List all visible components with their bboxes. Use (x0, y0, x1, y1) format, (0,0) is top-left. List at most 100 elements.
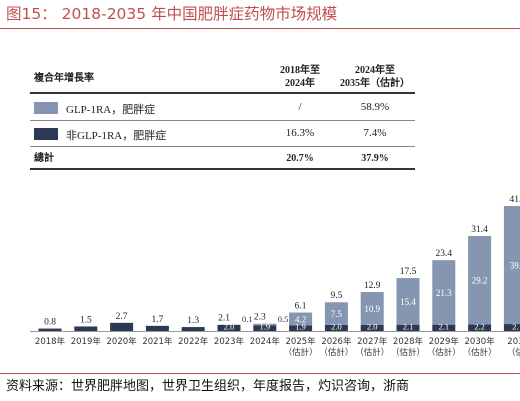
bar-non-glp1 (217, 324, 241, 331)
category-tick-label: 2022年 (178, 336, 209, 347)
category-tick-label: 2019年 (71, 336, 102, 347)
bar-non-glp1 (145, 325, 169, 331)
total-value-label: 0.8 (44, 318, 56, 328)
bar-non-glp1 (110, 322, 134, 331)
row-rule-1 (30, 120, 415, 121)
segment-label-non-glp1: 2.0 (367, 322, 378, 332)
category-tick-label: 2024年 (250, 336, 281, 347)
segment-label-non-glp1: 1.9 (259, 322, 270, 332)
table-row-glp1: GLP-1RA，肥胖症 / 58.9% (30, 95, 415, 121)
category-tick-label: 2029年 (429, 336, 460, 347)
segment-label-glp1: 0.5 (278, 314, 289, 324)
col1-header-line1: 2018年至 (280, 65, 320, 76)
legend-swatch-non-glp1 (34, 128, 58, 140)
total-value-label: 12.9 (364, 281, 381, 291)
total-value-label: 31.4 (471, 225, 488, 235)
figure-title: 图15： 2018-2035 年中国肥胖症药物市场规模 (6, 5, 338, 23)
category-tick-label: 2021年 (142, 336, 173, 347)
total-label: 總計 (34, 153, 54, 164)
segment-label-non-glp1: 1.9 (295, 322, 306, 332)
bar-non-glp1 (324, 324, 348, 331)
total-value-label: 2.1 (218, 314, 230, 324)
bar-glp1 (253, 323, 277, 326)
bar-glp1 (468, 235, 492, 325)
bar-non-glp1 (181, 327, 205, 331)
bar-non-glp1 (432, 324, 456, 331)
category-tick-label: 2023年 (214, 336, 245, 347)
category-tick-label: 2027年 (357, 336, 388, 347)
table-row-non-glp1: 非GLP-1RA，肥胖症 16.3% 7.4% (30, 121, 415, 147)
category-tick-label: （估計） (463, 347, 497, 358)
market-size-bar-chart: 0.8 2018年 1.5 2019年 2.7 2020年 1.7 2021年 1.3 2022年… (30, 195, 520, 358)
segment-label-glp1: 7.5 (331, 309, 343, 319)
segment-label-glp1: 21.3 (436, 288, 452, 298)
category-tick-label: 2030年 (465, 336, 496, 347)
figure-source: 资料来源：世界肥胖地图，世界卫生组织，年度报告，灼识咨询，浙商 (6, 379, 410, 394)
bar-non-glp1 (74, 326, 98, 331)
segment-label-glp1: 4.2 (295, 314, 306, 324)
bar-glp1 (289, 312, 313, 326)
title-rule (0, 28, 520, 29)
segment-label-non-glp1: 2.1 (403, 322, 414, 332)
bar-non-glp1 (503, 324, 520, 331)
total-value-label: 6.1 (295, 302, 307, 312)
segment-label-glp1: 0.1 (242, 314, 253, 324)
bar-non-glp1 (360, 324, 384, 331)
bar-glp1 (324, 302, 348, 325)
col1-header: 2018年至 2024年 (255, 64, 345, 90)
category-tick-label: （估計） (284, 347, 318, 358)
table-header-label: 複合年增長率 (34, 73, 94, 84)
total-value-label: 17.5 (400, 267, 417, 277)
row-non-glp1-col2: 7.4% (363, 127, 387, 139)
segment-label-glp1: 15.4 (400, 297, 416, 307)
col2-header: 2024年至 2035年（估計） (330, 64, 420, 90)
table-header-row: 複合年增長率 2018年至 2024年 2024年至 2035年（估計） (30, 64, 415, 94)
col1-header-line2: 2024年 (285, 78, 315, 89)
total-value-label: 9.5 (330, 291, 342, 301)
row-non-glp1-col1: 16.3% (285, 127, 315, 139)
row-label-non-glp1: 非GLP-1RA，肥胖症 (66, 130, 167, 142)
row-glp1-col1: / (298, 101, 302, 113)
category-tick-label: 2018年 (35, 336, 66, 347)
segment-label-glp1: 29.2 (472, 276, 488, 286)
segment-label-glp1: 39. (510, 261, 520, 271)
category-tick-label: 2020年 (107, 336, 138, 347)
bar-non-glp1 (253, 325, 277, 331)
category-tick-label: （估計） (427, 347, 461, 358)
total-value-label: 23.4 (435, 249, 452, 259)
segment-label-non-glp1: 2.1 (438, 322, 449, 332)
total-value-label: 2.3 (254, 313, 266, 323)
category-tick-label: （估計） (355, 347, 389, 358)
bar-non-glp1 (468, 324, 492, 331)
segment-label-non-glp1: 2. (512, 322, 518, 332)
table-row-total: 總計 20.7% 37.9% (30, 147, 415, 169)
segment-label-non-glp1: 2.0 (224, 322, 235, 332)
bar-non-glp1 (289, 325, 313, 331)
total-value-label: 41. (509, 195, 520, 205)
bar-glp1 (503, 206, 520, 325)
category-tick-label: 2026年 (321, 336, 352, 347)
segment-label-non-glp1: 2.2 (474, 322, 485, 332)
total-value-label: 1.7 (151, 315, 163, 325)
category-tick-label: （估計） (391, 347, 425, 358)
row-rule-2 (30, 146, 415, 147)
row-glp1-col2: 58.9% (360, 101, 390, 113)
bar-glp1 (432, 260, 456, 325)
bar-non-glp1 (396, 324, 420, 331)
category-tick-label: （估計） (319, 347, 353, 358)
total-value-label: 1.5 (80, 315, 92, 325)
category-tick-label: 2025年 (286, 336, 317, 347)
segment-label-glp1: 10.9 (364, 304, 380, 314)
bar-non-glp1 (38, 328, 62, 331)
header-rule (30, 92, 415, 94)
category-tick-label: 2028年 (393, 336, 424, 347)
total-value-label: 2.7 (116, 312, 128, 322)
category-tick-label: （估 (507, 347, 520, 358)
total-col2: 37.9% (361, 153, 389, 164)
source-rule (0, 373, 520, 374)
segment-label-non-glp1: 2.0 (331, 322, 342, 332)
category-tick-label: 203 (507, 337, 520, 347)
legend-swatch-glp1 (34, 102, 58, 114)
bar-glp1 (396, 278, 420, 325)
col2-header-line2: 2035年（估計） (340, 78, 410, 89)
